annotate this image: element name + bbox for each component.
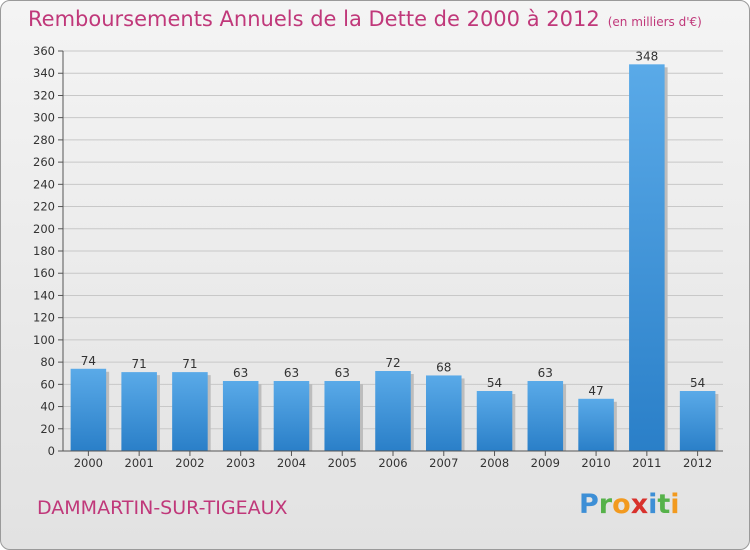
- bar: [578, 398, 614, 451]
- x-tick-label: 2006: [378, 456, 407, 470]
- bar: [629, 64, 665, 452]
- y-tick-label: 280: [33, 133, 55, 147]
- x-tick-label: 2011: [632, 456, 661, 470]
- y-tick-label: 20: [40, 422, 55, 436]
- y-tick-label: 240: [33, 177, 55, 191]
- chart-title: Remboursements Annuels de la Dette de 20…: [28, 7, 702, 31]
- logo-letter: t: [657, 489, 671, 520]
- bar: [679, 391, 716, 451]
- data-label: 47: [588, 384, 603, 398]
- logo-letter: r: [598, 489, 613, 520]
- data-label: 74: [81, 354, 96, 368]
- y-tick-label: 60: [40, 377, 55, 391]
- y-tick-label: 100: [33, 333, 55, 347]
- bar: [273, 381, 310, 451]
- unit-text: (en milliers d'€): [607, 15, 702, 29]
- bar: [70, 368, 107, 451]
- x-tick-label: 2010: [581, 456, 610, 470]
- bar: [476, 391, 513, 451]
- bar: [527, 381, 564, 451]
- data-label: 71: [182, 357, 197, 371]
- data-label: 348: [635, 49, 658, 63]
- bar: [426, 375, 462, 451]
- y-tick-label: 40: [40, 400, 55, 414]
- data-label: 63: [335, 366, 350, 380]
- data-label: 54: [690, 376, 705, 390]
- logo-letter: i: [648, 489, 658, 520]
- data-label: 68: [436, 360, 451, 374]
- bar: [222, 381, 259, 451]
- bars: [70, 64, 719, 452]
- x-tick-label: 2009: [531, 456, 560, 470]
- logo-letter: i: [670, 489, 680, 520]
- x-tick-label: 2007: [429, 456, 458, 470]
- y-tick-label: 320: [33, 88, 55, 102]
- commune-name: DAMMARTIN-SUR-TIGEAUX: [37, 497, 288, 519]
- data-label: 72: [385, 356, 400, 370]
- logo-letter: P: [579, 489, 599, 520]
- x-tick-label: 2001: [125, 456, 154, 470]
- bar: [375, 371, 411, 451]
- y-tick-label: 0: [48, 444, 55, 458]
- title-text: Remboursements Annuels de la Dette de 20…: [28, 7, 600, 31]
- bar: [172, 372, 208, 451]
- proxiti-logo: Proxiti: [579, 489, 680, 520]
- y-tick-label: 360: [33, 44, 55, 58]
- data-labels: 74 71 71 63 63 63 72 68 54 63 47 348 54: [81, 49, 706, 397]
- y-tick-label: 180: [33, 244, 55, 258]
- axes: 0 20 40 60 80 100 120 140 160 180 200 220 240 260 280 3…: [33, 44, 723, 470]
- y-tick-label: 120: [33, 311, 55, 325]
- bar: [121, 372, 157, 451]
- data-label: 63: [233, 366, 248, 380]
- data-label: 63: [538, 366, 553, 380]
- data-label: 63: [284, 366, 299, 380]
- x-tick-label: 2012: [683, 456, 712, 470]
- x-tick-label: 2002: [175, 456, 204, 470]
- y-tick-label: 200: [33, 222, 55, 236]
- data-label: 71: [132, 357, 147, 371]
- y-tick-label: 300: [33, 111, 55, 125]
- y-tick-label: 220: [33, 200, 55, 214]
- x-tick-label: 2003: [226, 456, 255, 470]
- y-tick-label: 140: [33, 288, 55, 302]
- logo-letter: o: [612, 489, 631, 520]
- bar: [324, 381, 360, 451]
- x-tick-label: 2005: [328, 456, 357, 470]
- y-tick-label: 260: [33, 155, 55, 169]
- y-tick-label: 160: [33, 266, 55, 280]
- y-tick-label: 340: [33, 66, 55, 80]
- x-tick-label: 2004: [277, 456, 306, 470]
- logo-letter: x: [630, 489, 649, 520]
- x-tick-label: 2008: [480, 456, 509, 470]
- data-label: 54: [487, 376, 502, 390]
- x-tick-label: 2000: [74, 456, 103, 470]
- y-tick-label: 80: [40, 355, 55, 369]
